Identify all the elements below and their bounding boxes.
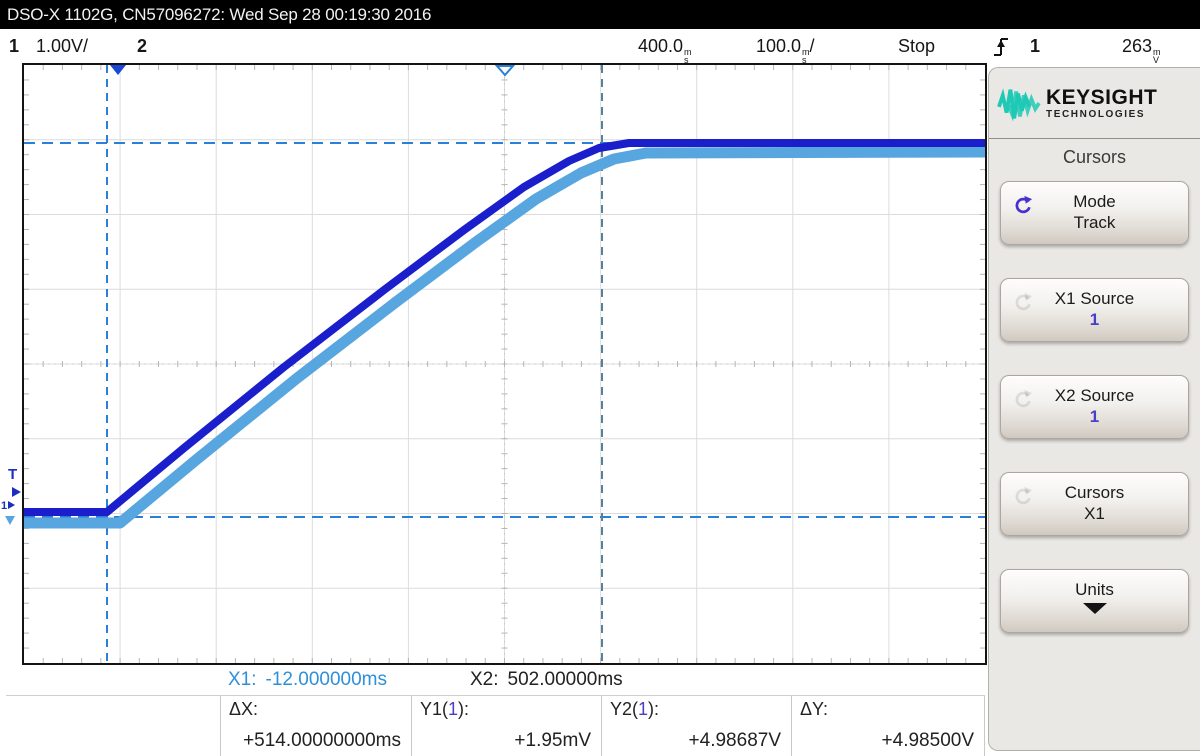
y2-cell: Y2(1): +4.98687V xyxy=(601,696,791,756)
readout-separator xyxy=(6,695,985,696)
x1-readout: X1: -12.000000ms xyxy=(228,666,387,694)
softkey-label: Cursors xyxy=(1064,483,1125,502)
horizontal-delay-value: 400.0 xyxy=(638,36,684,56)
channel1-badge[interactable]: 1 xyxy=(9,36,20,56)
x1-source-button[interactable]: X1 Source 1 xyxy=(1000,278,1189,342)
x1-readout-label: X1: xyxy=(228,669,257,690)
softkey-value: X1 xyxy=(1084,504,1105,523)
softkey-menu-panel: KEYSIGHT TECHNOLOGIES Cursors Mode Track xyxy=(988,67,1200,751)
softkey-label: Mode xyxy=(1073,192,1116,211)
channel1-ground-marker[interactable]: 1 xyxy=(1,500,16,512)
keysight-logo: KEYSIGHT TECHNOLOGIES xyxy=(989,68,1200,136)
softkey-value: 1 xyxy=(1089,407,1100,426)
y1-value: +1.95mV xyxy=(514,730,591,751)
cursor-measurement-table: ΔX: +514.00000000ms Y1(1): +1.95mV Y2(1)… xyxy=(220,696,985,756)
title-text: DSO-X 1102G, CN57096272: Wed Sep 28 00:1… xyxy=(7,5,432,24)
softkey-value: Track xyxy=(1073,213,1116,232)
rotate-icon xyxy=(1015,195,1033,214)
down-arrow-icon xyxy=(1082,603,1107,614)
x1-readout-value: -12.000000ms xyxy=(265,669,387,690)
y1-cell: Y1(1): +1.95mV xyxy=(411,696,601,756)
mode-button[interactable]: Mode Track xyxy=(1000,181,1189,245)
rotate-icon xyxy=(1015,486,1033,505)
graticule-svg xyxy=(24,65,985,663)
channel2-trace xyxy=(24,146,985,529)
left-marker-strip: T 1 xyxy=(0,63,22,665)
rotate-icon xyxy=(1015,389,1033,408)
channel1-scale[interactable]: 1.00V/ xyxy=(36,36,89,56)
softkey-label: X2 Source xyxy=(1054,386,1135,405)
brand-subtitle: TECHNOLOGIES xyxy=(1046,109,1146,120)
x2-readout: X2: 502.00000ms xyxy=(470,666,623,694)
timebase-value: 100.0 xyxy=(756,36,802,56)
channel2-badge[interactable]: 2 xyxy=(137,36,148,56)
delta-x-value: +514.00000000ms xyxy=(243,730,401,751)
softkey-value: 1 xyxy=(1089,310,1100,329)
units-button[interactable]: Units xyxy=(1000,569,1189,633)
trigger-level-marker-label: T xyxy=(8,466,18,483)
trigger-level[interactable]: 263 m V xyxy=(1122,29,1161,65)
trigger-level-marker-icon[interactable] xyxy=(12,487,21,497)
status-bar: 1 1.00V/ 2 400.0 m s 100.0 m s / Stop 1 263 m V xyxy=(0,29,1200,65)
softkey-column: Mode Track X1 Source 1 X2 Source 1 xyxy=(989,181,1200,633)
rotate-icon xyxy=(1015,292,1033,311)
timebase-slash: / xyxy=(809,36,815,56)
run-state[interactable]: Stop xyxy=(898,36,936,56)
trigger-level-value: 263 xyxy=(1122,36,1153,56)
x2-readout-value: 502.00000ms xyxy=(507,669,623,690)
y2-value: +4.98687V xyxy=(688,730,781,751)
x2-readout-label: X2: xyxy=(470,669,499,690)
cursors-select-button[interactable]: Cursors X1 xyxy=(1000,472,1189,536)
trigger-time-marker-icon[interactable] xyxy=(110,65,126,75)
x2-source-button[interactable]: X2 Source 1 xyxy=(1000,375,1189,439)
sidebar-divider xyxy=(989,138,1200,139)
title-bar: DSO-X 1102G, CN57096272: Wed Sep 28 00:1… xyxy=(0,0,1200,29)
keysight-wave-icon xyxy=(997,88,1041,122)
delta-x-cell: ΔX: +514.00000000ms xyxy=(220,696,411,756)
waveform-display xyxy=(22,63,987,665)
delta-y-cell: ΔY: +4.98500V xyxy=(791,696,985,756)
delta-y-value: +4.98500V xyxy=(881,730,974,751)
channel2-offscreen-arrow-icon[interactable] xyxy=(5,516,15,525)
channel1-trace xyxy=(24,139,985,516)
timebase[interactable]: 100.0 m s / xyxy=(756,29,815,65)
horizontal-delay[interactable]: 400.0 m s xyxy=(638,29,692,65)
softkey-label: Units xyxy=(1075,580,1114,599)
channel1-ground-arrow-icon xyxy=(8,501,16,509)
trigger-source[interactable]: 1 xyxy=(1030,36,1041,56)
delay-reference-marker-icon[interactable] xyxy=(494,65,516,77)
rising-edge-trigger-icon[interactable] xyxy=(993,35,1009,69)
menu-title: Cursors xyxy=(1062,147,1126,167)
brand-name: KEYSIGHT xyxy=(1046,86,1158,109)
softkey-label: X1 Source xyxy=(1054,289,1135,308)
